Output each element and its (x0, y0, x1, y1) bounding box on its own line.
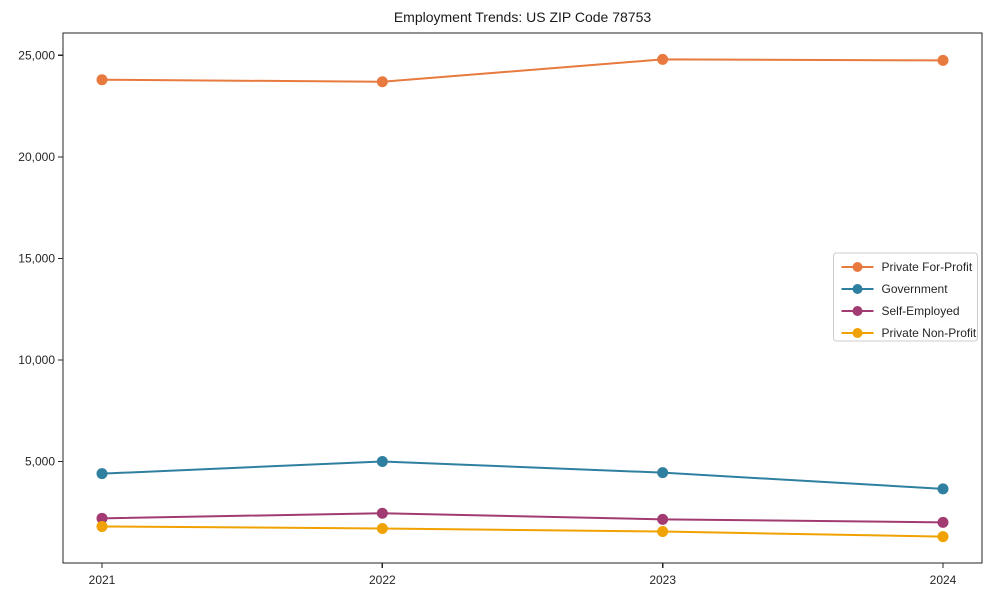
series-point-government (376, 455, 388, 467)
series-point-private-for-profit (96, 74, 108, 86)
y-tick-label: 25,000 (18, 48, 55, 62)
series-point-private-non-profit (657, 526, 669, 538)
legend-marker-dot-government (852, 284, 863, 294)
series-point-private-for-profit (376, 76, 388, 88)
series-point-private-for-profit (657, 53, 669, 65)
legend-box (833, 252, 978, 342)
series-point-private-non-profit (96, 520, 108, 532)
series-point-government (96, 468, 108, 480)
series-point-self-employed (657, 513, 669, 525)
legend-marker-dot-private-non-profit (852, 328, 863, 338)
legend-label-self-employed: Self-Employed (882, 304, 960, 318)
x-tick-label: 2023 (649, 573, 676, 587)
legend-marker-dot-private-for-profit (852, 262, 863, 272)
x-tick-label: 2022 (369, 573, 396, 587)
chart-title: Employment Trends: US ZIP Code 78753 (393, 9, 652, 25)
series-point-private-non-profit (937, 531, 949, 543)
series-point-self-employed (376, 507, 388, 519)
legend-label-private-non-profit: Private Non-Profit (882, 326, 977, 340)
y-tick-label: 20,000 (18, 150, 55, 164)
series-line-private-for-profit (101, 58, 944, 83)
plot-frame (62, 32, 983, 564)
series-point-private-non-profit (376, 522, 388, 534)
y-tick-label: 5,000 (25, 454, 55, 468)
series-line-self-employed (101, 512, 944, 524)
legend-marker-dot-self-employed (852, 306, 863, 316)
series-line-private-non-profit (101, 525, 944, 538)
x-tick-label: 2024 (930, 573, 957, 587)
series-point-self-employed (96, 512, 108, 524)
series-line-government (101, 460, 944, 490)
series-point-government (657, 467, 669, 479)
legend-label-private-for-profit: Private For-Profit (882, 260, 973, 274)
legend-label-government: Government (882, 282, 949, 296)
series-point-self-employed (937, 516, 949, 528)
series-point-government (937, 483, 949, 495)
series-point-private-for-profit (937, 54, 949, 66)
y-tick-label: 10,000 (18, 353, 55, 367)
y-tick-label: 15,000 (18, 251, 55, 265)
x-tick-label: 2021 (89, 573, 116, 587)
